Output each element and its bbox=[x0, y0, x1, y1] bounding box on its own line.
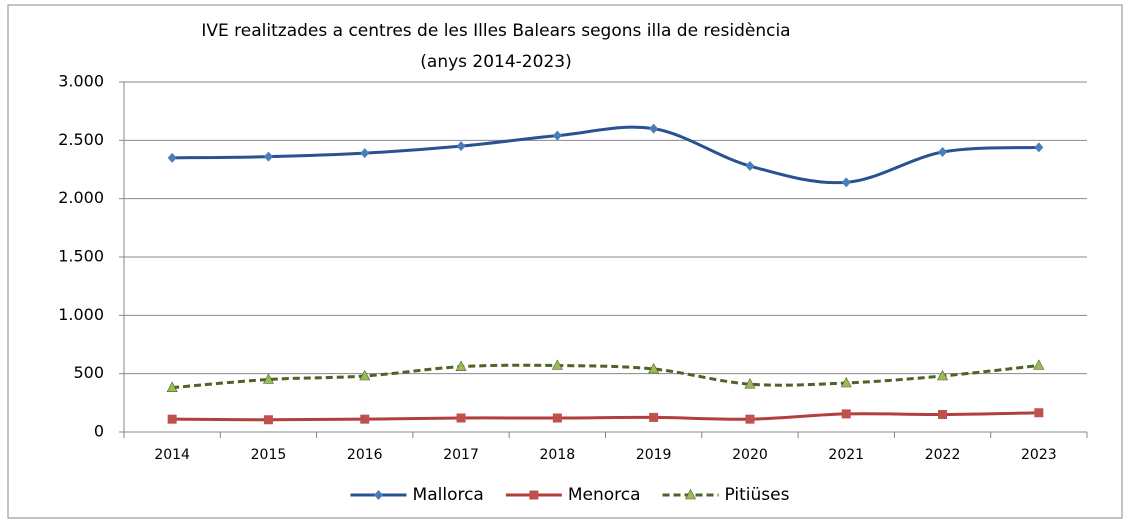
marker bbox=[263, 151, 273, 162]
marker bbox=[841, 409, 851, 419]
x-tick-label: 2020 bbox=[732, 447, 768, 463]
y-tick-label: 3.000 bbox=[58, 72, 104, 91]
x-tick-label: 2017 bbox=[443, 447, 479, 463]
legend-marker bbox=[529, 490, 539, 500]
marker bbox=[648, 362, 660, 374]
x-tick-label: 2014 bbox=[154, 447, 190, 463]
x-tick-label: 2018 bbox=[540, 447, 576, 463]
marker bbox=[456, 141, 466, 152]
marker bbox=[360, 148, 370, 159]
marker bbox=[1034, 408, 1044, 418]
legend-marker bbox=[685, 488, 697, 500]
marker bbox=[1034, 142, 1044, 153]
legend-label: Mallorca bbox=[413, 485, 484, 505]
marker bbox=[359, 369, 371, 381]
chart-title: IVE realitzades a centres de les Illes B… bbox=[201, 21, 790, 41]
marker bbox=[649, 123, 659, 134]
x-tick-label: 2022 bbox=[925, 447, 961, 463]
y-tick-label: 0 bbox=[94, 422, 104, 441]
chart-subtitle: (anys 2014-2023) bbox=[420, 52, 571, 72]
x-tick-label: 2023 bbox=[1021, 447, 1057, 463]
marker bbox=[840, 376, 852, 388]
y-tick-label: 2.000 bbox=[58, 188, 104, 207]
marker bbox=[649, 412, 659, 422]
marker bbox=[1033, 359, 1045, 370]
y-tick-label: 500 bbox=[73, 363, 104, 382]
marker bbox=[745, 161, 755, 171]
marker bbox=[455, 360, 467, 371]
marker bbox=[745, 414, 755, 424]
x-tick-label: 2019 bbox=[636, 447, 672, 463]
legend-label: Menorca bbox=[568, 485, 641, 505]
marker bbox=[360, 414, 370, 424]
marker bbox=[551, 359, 563, 370]
y-tick-label: 1.500 bbox=[58, 247, 104, 266]
marker bbox=[552, 130, 562, 141]
x-tick-label: 2016 bbox=[347, 447, 383, 463]
marker bbox=[937, 369, 949, 381]
marker bbox=[552, 413, 562, 423]
y-tick-label: 2.500 bbox=[58, 130, 104, 149]
series-line bbox=[172, 363, 1040, 390]
legend-marker bbox=[374, 490, 384, 500]
marker bbox=[938, 410, 948, 419]
legend-label: Pitiüses bbox=[725, 485, 790, 505]
marker bbox=[262, 373, 274, 384]
x-tick-label: 2015 bbox=[251, 447, 287, 463]
marker bbox=[167, 414, 177, 424]
x-tick-label: 2021 bbox=[828, 447, 864, 463]
marker bbox=[841, 177, 851, 188]
series-line bbox=[172, 411, 1039, 422]
marker bbox=[456, 413, 466, 423]
y-tick-label: 1.000 bbox=[58, 305, 104, 324]
marker bbox=[166, 381, 178, 392]
marker bbox=[938, 147, 948, 157]
series-line bbox=[172, 125, 1039, 185]
marker bbox=[167, 152, 177, 163]
marker bbox=[744, 378, 756, 389]
marker bbox=[263, 415, 273, 425]
